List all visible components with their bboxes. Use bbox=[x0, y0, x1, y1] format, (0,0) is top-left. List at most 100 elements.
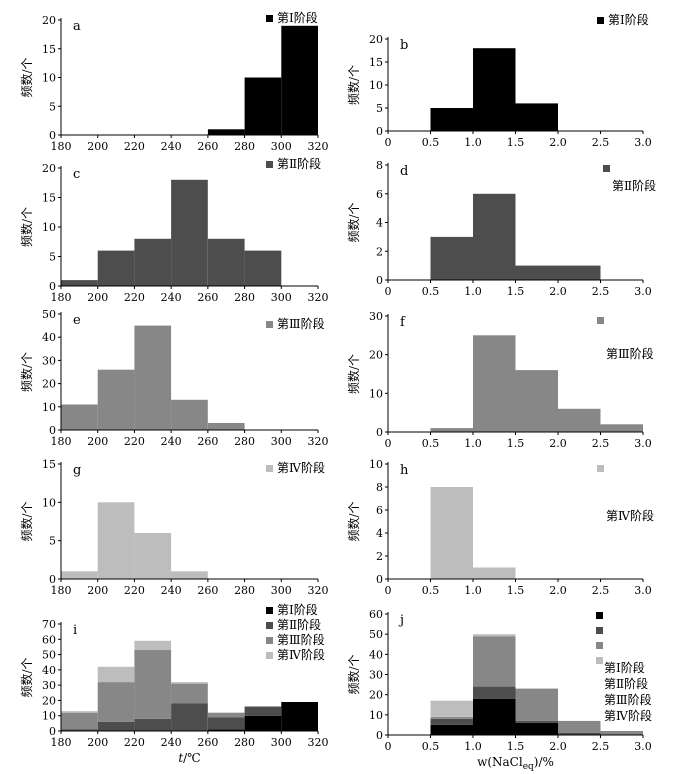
x-tick-label-j: 1.0 bbox=[464, 740, 482, 753]
legend-marker-i bbox=[266, 637, 273, 644]
y-tick-label-e: 10 bbox=[42, 401, 56, 414]
bar-j-stage1-3 bbox=[515, 722, 558, 735]
y-tick-label-h: 4 bbox=[376, 527, 383, 540]
x-tick-label-h: 0.5 bbox=[422, 584, 440, 597]
bar-j-stage1-1 bbox=[430, 724, 473, 735]
panel-label-h: h bbox=[400, 463, 409, 478]
x-tick-label-b: 3.0 bbox=[634, 136, 652, 149]
y-axis-title-c: 频数/个 bbox=[19, 207, 34, 247]
legend-marker-j bbox=[596, 657, 603, 664]
legend-marker-j bbox=[596, 642, 603, 649]
y-tick-label-i: 30 bbox=[42, 679, 56, 692]
bar-e-stage3-2 bbox=[134, 325, 172, 430]
x-tick-label-h: 1.5 bbox=[507, 584, 525, 597]
y-tick-label-b: 15 bbox=[369, 56, 383, 69]
x-tick-label-h: 3.0 bbox=[634, 584, 652, 597]
x-tick-label-h: 2.0 bbox=[549, 584, 567, 597]
x-tick-label-f: 0 bbox=[385, 437, 392, 450]
y-tick-label-h: 6 bbox=[376, 504, 383, 517]
y-tick-label-b: 5 bbox=[376, 102, 383, 115]
x-tick-label-a: 280 bbox=[234, 140, 255, 153]
panel-g: 0 5 10 15 180 200 220 240 260 280 300 320 g 频数/个 第Ⅳ阶段 bbox=[19, 458, 329, 597]
bar-f-stage3-1 bbox=[430, 428, 473, 432]
x-tick-label-c: 180 bbox=[51, 291, 72, 304]
x-tick-label-i: 260 bbox=[197, 736, 218, 749]
bar-j-stage3-2 bbox=[473, 636, 516, 687]
bar-c-stage2-4 bbox=[207, 238, 245, 286]
legend-e: 第Ⅲ阶段 bbox=[266, 316, 325, 331]
x-tick-label-e: 180 bbox=[51, 435, 72, 448]
y-tick-label-i: 70 bbox=[42, 618, 56, 631]
y-tick-label-g: 15 bbox=[42, 458, 56, 471]
x-tick-label-c: 200 bbox=[87, 291, 108, 304]
legend-label-b: 第Ⅰ阶段 bbox=[608, 12, 649, 27]
y-tick-label-d: 0 bbox=[376, 274, 383, 287]
x-tick-label-j: 0 bbox=[385, 740, 392, 753]
bar-j-stage2-4 bbox=[558, 733, 601, 735]
bar-i-stage4-1 bbox=[97, 666, 135, 683]
panel-b: 0 5 10 15 20 0 0.5 1.0 1.5 2.0 2.5 3.0 b 频数/个 第Ⅰ阶段 bbox=[346, 12, 652, 149]
y-tick-label-c: 10 bbox=[42, 221, 56, 234]
x-tick-label-d: 0.5 bbox=[422, 285, 440, 298]
legend-marker-i bbox=[266, 607, 273, 614]
x-tick-label-a: 220 bbox=[124, 140, 145, 153]
bar-i-stage4-3 bbox=[171, 682, 208, 684]
y-tick-label-d: 8 bbox=[376, 159, 383, 172]
x-tick-label-c: 320 bbox=[308, 291, 329, 304]
x-tick-label-j: 2.5 bbox=[592, 740, 610, 753]
x-tick-label-c: 280 bbox=[234, 291, 255, 304]
legend-label-i: 第Ⅱ阶段 bbox=[277, 617, 321, 632]
legend-c: 第Ⅱ阶段 bbox=[266, 156, 321, 171]
panel-label-j: j bbox=[398, 613, 404, 628]
legend-a: 第Ⅰ阶段 bbox=[266, 10, 318, 25]
bar-i-stage2-3 bbox=[171, 703, 208, 731]
panel-a: 0 5 10 15 20 180 200 220 240 260 280 300 320 a 频数/个 第Ⅰ阶… bbox=[19, 10, 329, 153]
x-tick-label-e: 220 bbox=[124, 435, 145, 448]
x-tick-label-i: 220 bbox=[124, 736, 145, 749]
y-tick-label-h: 10 bbox=[369, 458, 383, 471]
bar-j-stage3-4 bbox=[558, 720, 601, 733]
x-tick-label-a: 320 bbox=[308, 140, 329, 153]
y-tick-label-i: 60 bbox=[42, 633, 56, 646]
y-tick-label-j: 30 bbox=[369, 669, 383, 682]
x-tick-label-f: 2.0 bbox=[549, 437, 567, 450]
y-tick-label-i: 10 bbox=[42, 710, 56, 723]
y-tick-label-h: 0 bbox=[376, 573, 383, 586]
bar-e-stage3-3 bbox=[171, 399, 208, 430]
bar-j-stage2-1 bbox=[430, 718, 473, 725]
bar-a-stage1-4 bbox=[207, 129, 245, 136]
panel-label-e: e bbox=[73, 313, 81, 328]
bar-h-stage4-2 bbox=[473, 567, 516, 579]
bar-f-stage3-3 bbox=[515, 370, 558, 432]
bar-f-stage3-5 bbox=[600, 424, 643, 432]
bar-j-stage4-1 bbox=[430, 700, 473, 717]
legend-label-a: 第Ⅰ阶段 bbox=[277, 10, 318, 25]
x-tick-label-d: 0 bbox=[385, 285, 392, 298]
legend-label-g: 第Ⅳ阶段 bbox=[277, 460, 325, 475]
bar-j-stage3-5 bbox=[600, 731, 643, 735]
y-tick-label-f: 30 bbox=[369, 310, 383, 323]
legend-marker-i bbox=[266, 652, 273, 659]
bar-b-stage1-3 bbox=[515, 103, 558, 131]
x-tick-label-f: 0.5 bbox=[422, 437, 440, 450]
x-tick-label-f: 2.5 bbox=[592, 437, 610, 450]
x-tick-label-j: 0.5 bbox=[422, 740, 440, 753]
y-tick-label-a: 10 bbox=[42, 72, 56, 85]
x-tick-label-b: 1.5 bbox=[507, 136, 525, 149]
x-tick-label-g: 260 bbox=[197, 584, 218, 597]
legend-marker-i bbox=[266, 622, 273, 629]
legend-marker-j bbox=[596, 612, 603, 619]
x-tick-label-f: 1.0 bbox=[464, 437, 482, 450]
panel-label-f: f bbox=[400, 315, 406, 330]
legend-marker-f bbox=[597, 317, 604, 324]
legend-label-i: 第Ⅰ阶段 bbox=[277, 602, 318, 617]
legend-label-e: 第Ⅲ阶段 bbox=[277, 316, 325, 331]
y-tick-label-a: 0 bbox=[49, 129, 56, 142]
y-tick-label-e: 20 bbox=[42, 378, 56, 391]
y-tick-label-g: 5 bbox=[49, 535, 56, 548]
y-axis-title-f: 频数/个 bbox=[346, 354, 361, 394]
y-tick-label-b: 0 bbox=[376, 125, 383, 138]
x-tick-label-f: 3.0 bbox=[634, 437, 652, 450]
bar-i-stage2-0 bbox=[61, 729, 98, 731]
x-tick-label-e: 300 bbox=[271, 435, 292, 448]
